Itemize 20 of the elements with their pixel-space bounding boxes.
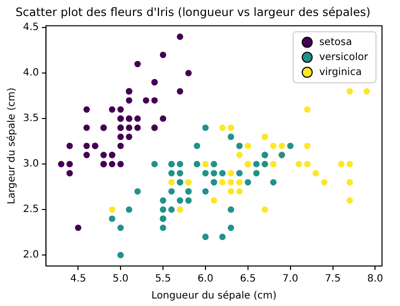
x-tick-label: 5.0 [112,274,129,285]
x-tick-label: 5.5 [155,274,171,285]
x-axis-title: Longueur du sépale (cm) [151,290,277,302]
y-tick-label: 2.0 [22,250,39,261]
legend-label: setosa [319,36,352,48]
x-tick-label: 7.5 [324,274,341,285]
x-tick-label: 7.0 [282,274,298,285]
legend-label: versicolor [319,52,369,63]
y-axis-title: Largeur du sépale (cm) [6,88,18,204]
y-tick-label: 4.5 [22,22,39,34]
chart-title: Scatter plot des fleurs d'Iris (longueur vs largeur des sépales) [15,4,371,19]
x-tick-label: 4.5 [70,274,86,285]
y-tick-label: 2.5 [22,204,39,216]
x-tick-label: 8.0 [367,274,384,285]
y-tick-label: 4.0 [22,68,39,79]
x-tick-label: 6.0 [198,274,214,285]
y-tick-label: 3.0 [22,158,39,170]
legend-label: virginica [319,66,362,78]
x-tick-label: 6.5 [240,274,256,285]
y-tick-label: 3.5 [22,113,39,124]
